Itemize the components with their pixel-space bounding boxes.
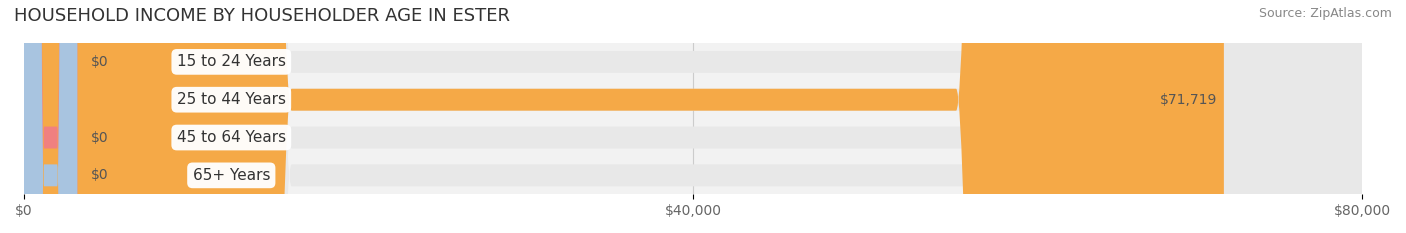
Bar xyxy=(24,119,1362,156)
FancyBboxPatch shape xyxy=(24,0,77,233)
Text: $0: $0 xyxy=(91,130,108,144)
FancyBboxPatch shape xyxy=(24,0,1362,233)
Text: $0: $0 xyxy=(91,55,108,69)
Bar xyxy=(24,43,1362,81)
Text: $71,719: $71,719 xyxy=(1160,93,1218,107)
Text: HOUSEHOLD INCOME BY HOUSEHOLDER AGE IN ESTER: HOUSEHOLD INCOME BY HOUSEHOLDER AGE IN E… xyxy=(14,7,510,25)
FancyBboxPatch shape xyxy=(24,0,1362,233)
Text: $0: $0 xyxy=(91,168,108,182)
Text: 65+ Years: 65+ Years xyxy=(193,168,270,183)
FancyBboxPatch shape xyxy=(24,0,1223,233)
Bar xyxy=(24,156,1362,194)
Text: Source: ZipAtlas.com: Source: ZipAtlas.com xyxy=(1258,7,1392,20)
FancyBboxPatch shape xyxy=(24,0,77,233)
Text: 15 to 24 Years: 15 to 24 Years xyxy=(177,54,285,69)
Bar xyxy=(24,81,1362,119)
Text: 25 to 44 Years: 25 to 44 Years xyxy=(177,92,285,107)
FancyBboxPatch shape xyxy=(24,0,1362,233)
FancyBboxPatch shape xyxy=(24,0,1362,233)
FancyBboxPatch shape xyxy=(24,0,77,233)
Text: 45 to 64 Years: 45 to 64 Years xyxy=(177,130,285,145)
